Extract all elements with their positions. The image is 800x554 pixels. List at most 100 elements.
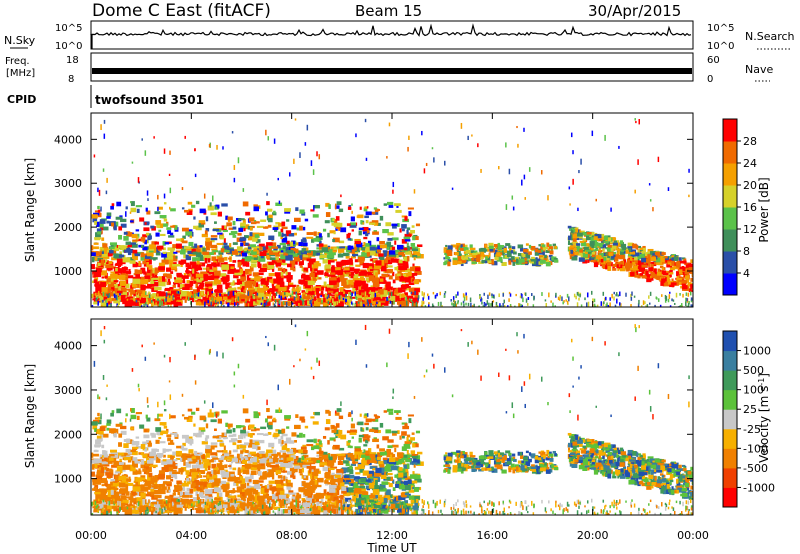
velocity-echo bbox=[177, 491, 183, 496]
power-echo bbox=[146, 252, 154, 257]
power-echo bbox=[227, 303, 229, 307]
power-echo bbox=[365, 243, 370, 247]
velocity-echo bbox=[320, 498, 324, 505]
power-echo bbox=[201, 233, 208, 238]
power-echo bbox=[365, 248, 371, 253]
power-echo bbox=[372, 301, 376, 305]
power-echo bbox=[295, 291, 297, 295]
power-echo bbox=[132, 243, 138, 248]
velocity-echo bbox=[258, 471, 262, 476]
power-echo bbox=[238, 299, 243, 304]
power-echo bbox=[603, 301, 605, 305]
power-echo bbox=[577, 232, 583, 237]
power-echo bbox=[382, 276, 386, 283]
power-echo bbox=[384, 258, 389, 264]
power-echo bbox=[501, 246, 507, 250]
power-echo bbox=[155, 251, 161, 256]
power-echo bbox=[204, 297, 210, 304]
power-echo bbox=[498, 166, 500, 170]
power-echo bbox=[569, 227, 574, 231]
power-echo bbox=[434, 294, 437, 299]
power-echo bbox=[164, 287, 171, 291]
power-echo bbox=[97, 212, 102, 218]
power-echo bbox=[100, 206, 102, 212]
power-echo bbox=[190, 276, 194, 281]
velocity-echo bbox=[291, 496, 296, 502]
power-echo bbox=[228, 257, 232, 260]
power-echo bbox=[169, 150, 171, 155]
power-echo bbox=[508, 168, 511, 175]
power-echo bbox=[390, 258, 398, 263]
velocity-echo bbox=[150, 501, 158, 505]
power-echo bbox=[253, 204, 258, 207]
power-echo bbox=[269, 251, 273, 255]
power-echo bbox=[587, 301, 590, 307]
power-echo bbox=[232, 242, 238, 245]
power-echo bbox=[349, 225, 357, 228]
power-echo bbox=[205, 288, 214, 294]
date-label: 30/Apr/2015 bbox=[588, 2, 681, 20]
power-echo bbox=[332, 288, 339, 294]
power-echo bbox=[207, 258, 211, 263]
velocity-echo bbox=[113, 506, 117, 512]
power-echo bbox=[406, 229, 409, 235]
power-echo bbox=[586, 232, 592, 235]
velocity-echo bbox=[126, 504, 134, 507]
power-echo bbox=[480, 251, 485, 257]
power-echo bbox=[395, 288, 399, 294]
power-echo bbox=[194, 294, 197, 299]
power-echo bbox=[340, 227, 347, 233]
power-echo bbox=[281, 232, 284, 238]
power-echo bbox=[197, 292, 200, 297]
power-echo bbox=[347, 232, 351, 236]
power-echo bbox=[236, 246, 243, 252]
power-echo bbox=[462, 246, 467, 251]
power-echo bbox=[602, 247, 605, 252]
power-echo bbox=[567, 302, 569, 306]
power-echo bbox=[230, 292, 233, 296]
power-echo bbox=[219, 233, 224, 238]
power-echo bbox=[249, 226, 253, 231]
power-echo bbox=[233, 177, 236, 183]
power-echo bbox=[461, 243, 465, 248]
power-echo bbox=[295, 293, 298, 299]
power-echo bbox=[257, 287, 265, 294]
power-echo bbox=[231, 250, 238, 255]
power-echo bbox=[395, 254, 399, 258]
power-echo bbox=[374, 277, 380, 282]
cpid-value: twofsound 3501 bbox=[95, 93, 204, 107]
power-echo bbox=[413, 257, 416, 261]
power-echo bbox=[281, 221, 286, 227]
power-echo bbox=[388, 254, 397, 257]
power-echo bbox=[361, 222, 365, 225]
power-echo bbox=[338, 295, 341, 300]
velocity-echo bbox=[329, 466, 338, 469]
power-echo bbox=[281, 237, 288, 243]
power-echo bbox=[444, 291, 447, 294]
power-echo bbox=[94, 221, 98, 225]
power-echo bbox=[629, 252, 636, 255]
velocity-echo bbox=[262, 490, 267, 496]
velocity-echo bbox=[249, 473, 254, 480]
power-echo bbox=[339, 301, 344, 307]
velocity-echo bbox=[301, 498, 306, 501]
power-echo bbox=[157, 206, 163, 210]
power-echo bbox=[95, 298, 98, 302]
velocity-echo bbox=[265, 496, 273, 499]
power-echo bbox=[290, 241, 294, 247]
power-echo bbox=[301, 290, 306, 294]
velocity-echo bbox=[275, 464, 279, 469]
power-echo bbox=[619, 291, 621, 297]
power-echo bbox=[642, 267, 646, 272]
power-echo bbox=[250, 259, 257, 263]
power-echo bbox=[393, 300, 395, 305]
velocity-echo bbox=[230, 474, 235, 477]
power-echo bbox=[540, 257, 545, 260]
power-echo bbox=[226, 222, 232, 227]
power-echo bbox=[123, 235, 129, 241]
velocity-echo bbox=[92, 464, 98, 469]
power-echo bbox=[104, 289, 111, 295]
power-echo bbox=[187, 296, 190, 301]
power-echo bbox=[637, 249, 640, 254]
power-echo bbox=[488, 242, 494, 247]
